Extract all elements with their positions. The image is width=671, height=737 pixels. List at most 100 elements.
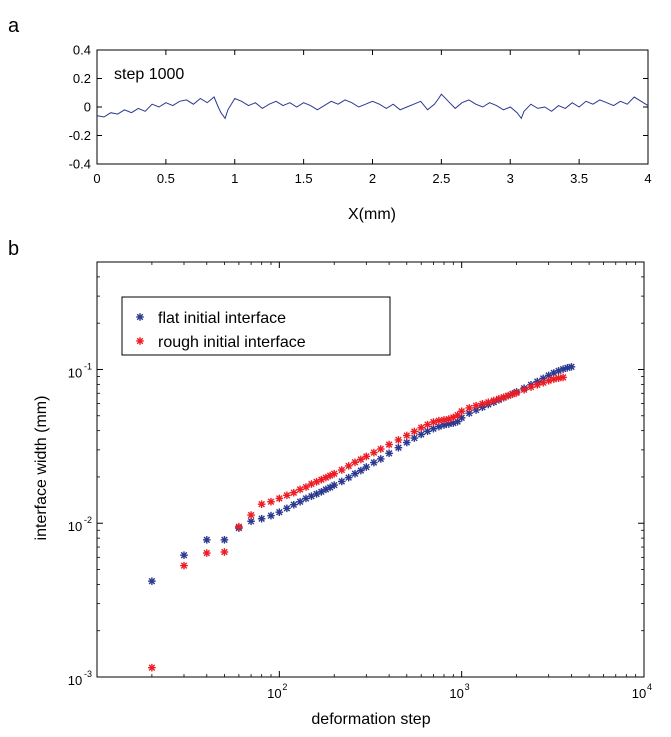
panel-b-point	[457, 413, 466, 422]
panel-b-point	[357, 466, 365, 475]
panel-b-point	[394, 436, 403, 444]
panel-b: b 10 2 10 3 10 410 -310 -210 -1 deformation step…	[8, 238, 652, 728]
panel-a-series-line	[96, 93, 649, 120]
legend-star-flat	[136, 313, 144, 321]
panel-b-ytick-label: 10	[68, 519, 82, 534]
panel-b-point	[533, 380, 542, 389]
panel-a-xtick-label: 3.5	[570, 171, 588, 186]
panel-b-ytick-exponent: -1	[84, 361, 92, 371]
panel-b-point	[357, 455, 365, 464]
panel-a-xtick-label: 1	[231, 171, 238, 186]
panel-b-point	[567, 363, 576, 371]
panel-b-point	[202, 549, 211, 557]
panel-b-point	[330, 481, 339, 489]
panel-b-point	[417, 430, 426, 439]
panel-b-xtick-label: 10	[267, 686, 281, 701]
panel-b-point	[370, 458, 378, 467]
panel-b-point	[417, 423, 426, 432]
panel-b-point	[330, 469, 339, 478]
panel-b-point	[376, 445, 385, 453]
panel-b-frame	[96, 261, 645, 678]
panel-b-point	[435, 416, 443, 425]
panel-b-point	[410, 427, 419, 436]
panel-b-point	[283, 504, 291, 513]
panel-b-point	[520, 385, 528, 394]
panel-a-ytick-label: 0.2	[73, 71, 91, 86]
panel-b-ytick-exponent: -3	[84, 669, 92, 679]
panel-b-ytick-exponent: -2	[84, 515, 92, 525]
panel-b-point	[362, 463, 371, 471]
panel-b-point	[275, 508, 284, 516]
panel-b-point	[257, 500, 266, 508]
panel-b-point	[440, 416, 448, 424]
panel-b-point	[394, 443, 403, 452]
panel-b-point	[337, 466, 346, 474]
panel-b-point	[148, 577, 156, 585]
panel-b-point	[370, 448, 378, 457]
legend-star-rough	[136, 337, 144, 345]
panel-a-xtick-label: 1.5	[295, 171, 313, 186]
panel-a-xtick-label: 2.5	[432, 171, 450, 186]
panel-b-point	[376, 455, 385, 463]
panel-b-point	[457, 407, 466, 416]
panel-b-point	[337, 477, 346, 486]
panel-b-point	[527, 383, 535, 391]
panel-b-point	[549, 375, 558, 383]
panel-b-label: b	[8, 238, 19, 260]
panel-b-point	[247, 511, 255, 519]
panel-a-xlabel: X(mm)	[348, 206, 396, 223]
panel-b-point	[344, 473, 353, 482]
panel-b-ylabel: interface width (mm)	[33, 396, 50, 541]
panel-a: a 0 0.5 1 1.5 2 2.5 3 3.5 4 0.4 0.2 0 -0.2 -0.4 step …	[8, 15, 652, 223]
panel-b-series-1	[148, 373, 567, 672]
panel-a-xtick-label: 2	[369, 171, 376, 186]
panel-b-point	[423, 420, 432, 429]
panel-b-point	[283, 491, 291, 500]
panel-b-point	[465, 404, 474, 412]
panel-b-point	[362, 452, 371, 461]
panel-b-point	[267, 497, 275, 506]
panel-a-axes: 0 0.5 1 1.5 2 2.5 3 3.5 4 0.4 0.2 0 -0.2 -0.4	[69, 43, 652, 187]
panel-b-point	[296, 497, 304, 506]
panel-a-ytick-label: -0.2	[69, 128, 91, 143]
panel-b-point	[351, 469, 359, 478]
panel-b-xtick-exponent: 2	[282, 682, 287, 692]
legend-label-flat: flat initial interface	[158, 310, 286, 327]
panel-b-point	[289, 500, 298, 509]
panel-b-xlabel: deformation step	[311, 711, 430, 728]
panel-b-axes: 10 2 10 3 10 410 -310 -210 -1	[68, 261, 652, 701]
panel-b-xtick-exponent: 3	[465, 682, 470, 692]
panel-b-xtick-exponent: 4	[647, 682, 652, 692]
panel-a-xtick-label: 0	[93, 171, 100, 186]
panel-b-point	[559, 373, 567, 382]
panel-b-point	[180, 551, 188, 559]
panel-a-ytick-label: 0.4	[73, 43, 91, 58]
panel-b-point	[478, 400, 487, 408]
panel-b-point	[423, 427, 432, 436]
panel-b-point	[296, 485, 304, 494]
legend-box	[121, 296, 391, 356]
panel-b-point	[429, 418, 438, 426]
panel-b-point	[267, 511, 275, 520]
panel-b-point	[220, 548, 229, 556]
panel-b-point	[351, 458, 359, 467]
legend-marker-rough	[136, 337, 144, 345]
panel-b-point	[202, 536, 211, 544]
panel-a-ytick-label: 0	[84, 100, 91, 115]
legend-marker-flat	[136, 313, 144, 321]
legend-label-rough: rough initial interface	[158, 334, 306, 351]
panel-b-point	[302, 483, 310, 491]
panel-b-point	[235, 522, 243, 531]
panel-b-point	[410, 434, 419, 442]
panel-b-point	[344, 462, 353, 470]
panel-b-point	[385, 440, 393, 449]
panel-a-xtick-label: 3	[507, 171, 514, 186]
panel-b-point	[180, 561, 188, 570]
legend: flat initial interface rough initial int…	[121, 296, 391, 356]
panel-b-ytick-label: 10	[68, 365, 82, 380]
panel-b-point	[402, 431, 411, 440]
panel-b-point	[472, 401, 480, 410]
panel-b-point	[385, 449, 393, 458]
panel-b-ytick-label: 10	[68, 673, 82, 688]
